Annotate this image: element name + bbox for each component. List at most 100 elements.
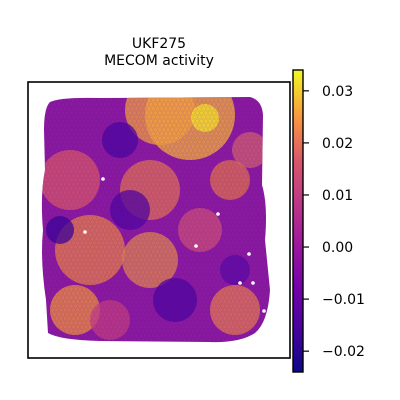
spot <box>280 145 284 149</box>
spot <box>172 215 177 220</box>
spot <box>121 299 127 304</box>
spot <box>83 165 89 170</box>
spot <box>109 274 114 279</box>
spot <box>62 291 68 296</box>
spot <box>243 224 248 229</box>
spot <box>237 312 242 317</box>
spot <box>111 303 116 309</box>
spot <box>134 324 139 330</box>
spot <box>52 253 57 258</box>
spot <box>48 203 53 208</box>
spot <box>243 232 248 237</box>
spot <box>239 249 244 254</box>
spot <box>180 190 185 195</box>
spot <box>172 299 177 304</box>
spot <box>201 240 206 246</box>
spot <box>214 324 219 330</box>
spot <box>182 312 187 317</box>
spot <box>172 266 177 271</box>
spot <box>50 123 55 128</box>
activity-patch <box>122 232 178 288</box>
spot <box>243 308 248 313</box>
spot <box>275 195 279 199</box>
spot <box>100 240 106 246</box>
spot <box>146 114 152 120</box>
spot <box>170 270 175 275</box>
spot <box>199 161 204 166</box>
spot <box>262 261 267 267</box>
spot <box>119 161 124 166</box>
spot <box>251 131 257 136</box>
spot <box>212 186 217 191</box>
spot <box>172 148 177 153</box>
spot <box>273 283 277 287</box>
spot <box>100 291 106 296</box>
spot <box>132 211 137 216</box>
spot <box>184 148 190 153</box>
spot <box>237 295 242 300</box>
spot <box>264 240 269 246</box>
spot <box>280 338 284 342</box>
spot <box>132 135 137 141</box>
spot <box>165 278 171 283</box>
spot <box>170 135 175 141</box>
spot <box>41 249 47 254</box>
spot <box>75 257 80 262</box>
colorbar-tick-label: 0.00 <box>322 240 353 256</box>
spot <box>212 219 217 225</box>
spot <box>214 249 219 254</box>
spot <box>195 186 200 191</box>
spot <box>262 253 267 258</box>
spot <box>157 303 162 309</box>
spot <box>94 169 99 174</box>
spot <box>54 308 59 313</box>
spot <box>237 303 242 309</box>
spot <box>75 240 80 246</box>
spot <box>90 110 95 115</box>
spot <box>71 123 76 128</box>
spot <box>245 228 250 233</box>
spot <box>280 136 284 140</box>
spot <box>277 275 281 279</box>
spot <box>197 232 202 237</box>
spot <box>186 245 192 250</box>
spot <box>243 249 248 254</box>
spot <box>142 291 148 296</box>
spot <box>170 97 175 99</box>
spot <box>280 321 284 325</box>
spot <box>155 215 160 220</box>
spot <box>193 173 198 178</box>
spot <box>201 324 206 330</box>
spot <box>174 110 179 115</box>
spot <box>188 299 194 304</box>
spot <box>222 240 227 246</box>
spot <box>111 186 116 191</box>
spot <box>109 282 114 288</box>
spot <box>100 114 106 120</box>
spot <box>73 245 78 250</box>
spot <box>92 131 97 136</box>
spot <box>256 266 261 271</box>
spot <box>123 270 129 275</box>
spot <box>65 97 70 99</box>
spot <box>239 190 244 195</box>
spot <box>228 295 234 300</box>
spot <box>209 140 215 145</box>
spot <box>172 140 177 145</box>
spot <box>251 232 257 237</box>
spot <box>251 308 257 313</box>
spot <box>140 186 145 191</box>
spot <box>228 278 234 283</box>
spot <box>54 257 59 262</box>
spot <box>90 228 95 233</box>
spot <box>77 236 82 241</box>
spot <box>67 341 72 343</box>
spot <box>138 249 143 254</box>
spot <box>220 337 225 342</box>
spot <box>115 253 120 258</box>
spot <box>136 194 141 199</box>
spot <box>241 119 246 124</box>
spot <box>199 152 204 157</box>
spot <box>134 249 139 254</box>
spot <box>132 194 137 199</box>
